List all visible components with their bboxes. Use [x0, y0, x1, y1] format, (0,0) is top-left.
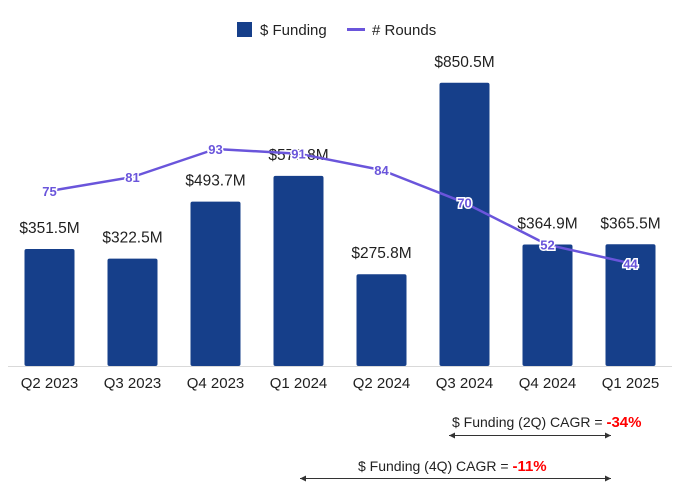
funding-bar	[605, 244, 656, 366]
x-tick-label: Q2 2023	[21, 375, 79, 392]
funding-bar	[107, 258, 158, 366]
x-tick-label: Q2 2024	[353, 375, 411, 392]
rounds-series: 75 81 93 91 84 70 52 44	[41, 141, 640, 273]
x-tick-label: Q1 2025	[602, 375, 660, 392]
funding-value-label: $322.5M	[102, 230, 162, 247]
rounds-point-label: 81	[125, 170, 139, 185]
rounds-point-label: 70	[457, 196, 471, 211]
x-tick-label: Q3 2024	[436, 375, 494, 392]
funding-bar	[522, 244, 573, 366]
funding-bar	[439, 82, 490, 367]
x-tick-label: Q1 2024	[270, 375, 328, 392]
x-axis-ticks: Q2 2023 Q3 2023 Q4 2023 Q1 2024 Q2 2024 Q3 20…	[21, 375, 660, 392]
x-tick-label: Q4 2024	[519, 375, 577, 392]
funding-value-label: $364.9M	[517, 216, 577, 233]
rounds-point-label: 75	[42, 184, 56, 199]
funding-value-label: $570.8M	[268, 147, 328, 164]
funding-bar	[273, 175, 324, 366]
funding-value-label: $365.5M	[600, 215, 660, 232]
cagr-annotations: $ Funding (2Q) CAGR = -34% $ Funding (4Q…	[300, 414, 641, 482]
cagr-2q-label: $ Funding (2Q) CAGR =	[452, 414, 606, 430]
legend-label-rounds: # Rounds	[372, 22, 436, 39]
funding-value-label: $275.8M	[351, 245, 411, 262]
funding-value-label: $351.5M	[19, 220, 79, 237]
rounds-line	[49, 147, 631, 265]
funding-bar	[356, 274, 407, 366]
funding-value-label: $850.5M	[434, 54, 494, 71]
rounds-point-label: 52	[540, 238, 554, 253]
rounds-point-label: 91	[291, 147, 305, 162]
funding-bars	[24, 82, 656, 367]
cagr-4q-annotation: $ Funding (4Q) CAGR = -11%	[358, 458, 547, 475]
funding-bar-labels: $351.5M $322.5M $493.7M $570.8M $275.8M $850.…	[19, 54, 660, 262]
legend-label-funding: $ Funding	[260, 22, 327, 39]
legend: $ Funding # Rounds	[237, 22, 436, 39]
funding-bar	[24, 249, 75, 366]
cagr-4q-label: $ Funding (4Q) CAGR =	[358, 458, 512, 474]
funding-bar	[190, 201, 241, 366]
legend-swatch-funding	[237, 22, 252, 37]
funding-value-label: $493.7M	[185, 173, 245, 190]
cagr-4q-value: -11%	[512, 458, 546, 475]
cagr-2q-annotation: $ Funding (2Q) CAGR = -34%	[452, 414, 641, 431]
cagr-2q-value: -34%	[606, 414, 641, 431]
rounds-point-label: 93	[208, 142, 222, 157]
rounds-point-label: 84	[374, 163, 389, 178]
x-tick-label: Q3 2023	[104, 375, 162, 392]
rounds-point-label: 44	[623, 256, 638, 271]
x-tick-label: Q4 2023	[187, 375, 245, 392]
